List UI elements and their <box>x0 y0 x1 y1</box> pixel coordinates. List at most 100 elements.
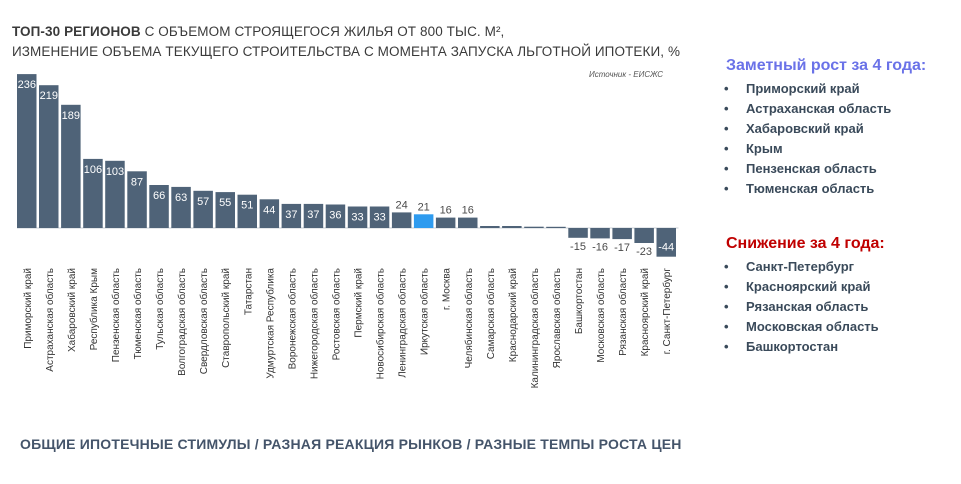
growth-item: • Пензенская область <box>724 159 891 179</box>
bar-value-label: 219 <box>40 90 58 102</box>
category-label: Астраханская область <box>44 268 56 372</box>
growth-item: • Хабаровский край <box>724 119 891 139</box>
decline-item-label: Башкортостан <box>746 339 839 354</box>
bar-value-label: 37 <box>307 209 319 221</box>
title-rest: С ОБЪЕМОМ СТРОЯЩЕГОСЯ ЖИЛЬЯ ОТ 800 ТЫС. … <box>140 24 505 39</box>
decline-item-label: Санкт-Петербург <box>746 259 855 274</box>
bullet-icon: • <box>724 319 729 334</box>
chart-title: ТОП-30 РЕГИОНОВ С ОБЪЕМОМ СТРОЯЩЕГОСЯ ЖИ… <box>12 22 702 62</box>
growth-item-label: Хабаровский край <box>746 121 864 136</box>
growth-item-label: Астраханская область <box>746 101 892 116</box>
category-label: Пензенская область <box>110 268 122 362</box>
growth-item-label: Приморский край <box>746 81 860 96</box>
category-label: Приморский край <box>23 268 34 349</box>
category-label: Ставропольский край <box>221 268 232 368</box>
bar-6 <box>127 171 147 228</box>
category-label: Новосибирская область <box>375 268 387 379</box>
bar-value-label: 37 <box>285 209 297 221</box>
bar-13 <box>281 203 302 228</box>
bar-15 <box>325 204 346 228</box>
category-label: Ярославская область <box>551 268 563 368</box>
bar-value-label: -15 <box>570 241 586 253</box>
bar-value-label: 16 <box>440 205 452 217</box>
bar-10 <box>215 192 235 228</box>
category-label: Татарстан <box>243 268 254 315</box>
growth-item-label: Тюменская область <box>746 181 875 196</box>
bar-24 <box>524 226 544 228</box>
bullet-icon: • <box>724 339 729 354</box>
bar-value-label: 21 <box>418 201 430 213</box>
growth-item: • Тюменская область <box>724 179 891 199</box>
title-line-1: ТОП-30 РЕГИОНОВ С ОБЪЕМОМ СТРОЯЩЕГОСЯ ЖИ… <box>12 22 702 42</box>
bar-value-label: 189 <box>62 110 80 122</box>
category-label: Нижегородская область <box>308 268 320 379</box>
bar-18 <box>391 212 412 228</box>
bar-28 <box>612 228 632 240</box>
bar-22 <box>480 226 500 228</box>
decline-item: • Санкт-Петербург <box>724 257 879 277</box>
growth-list: • Приморский край • Астраханская область • Ха… <box>724 79 891 199</box>
bar-16 <box>347 206 368 228</box>
bar-value-label: 103 <box>106 166 124 178</box>
growth-item: • Астраханская область <box>724 99 891 119</box>
category-label: Воронежская область <box>286 268 298 369</box>
growth-item-label: Крым <box>746 141 783 156</box>
bar-value-label: 16 <box>462 205 474 217</box>
bullet-icon: • <box>724 81 729 96</box>
category-label: Калининградская область <box>529 268 541 388</box>
bar-value-label: 33 <box>351 212 363 224</box>
bullet-icon: • <box>724 279 729 294</box>
bar-12 <box>259 199 280 228</box>
decline-item-label: Красноярский край <box>746 279 871 294</box>
category-label: Ленинградская область <box>397 268 409 378</box>
bar-30 <box>656 228 676 257</box>
bar-chart: 236 Приморский край 219 Астраханская област… <box>17 74 679 388</box>
category-label: Рязанская область <box>617 268 629 356</box>
category-label: Самарская область <box>485 268 497 359</box>
bar-value-label: 36 <box>329 210 341 222</box>
bar-27 <box>590 228 610 239</box>
title-bold: ТОП-30 РЕГИОНОВ <box>12 24 141 39</box>
growth-item: • Крым <box>724 139 891 159</box>
bar-8 <box>171 186 191 228</box>
bullet-icon: • <box>724 101 729 116</box>
bar-value-label: 24 <box>395 199 407 211</box>
bar-21 <box>458 217 478 228</box>
title-line-2: ИЗМЕНЕНИЕ ОБЪЕМА ТЕКУЩЕГО СТРОИТЕЛЬСТВА … <box>12 44 681 59</box>
bullet-icon: • <box>724 141 729 156</box>
category-label: Московская область <box>595 268 607 363</box>
decline-item-label: Рязанская область <box>746 299 869 314</box>
bar-26 <box>568 228 588 238</box>
category-label: Волгоградская область <box>176 268 188 376</box>
decline-list: • Санкт-Петербург • Красноярский край • Рязан… <box>724 257 879 357</box>
bar-17 <box>369 206 390 228</box>
bar-value-label: 63 <box>175 192 187 204</box>
bar-value-label: 55 <box>219 197 231 209</box>
bar-11 <box>237 194 257 228</box>
bar-value-label: 57 <box>197 196 209 208</box>
category-label: Челябинская область <box>463 268 475 368</box>
category-label: г. Москва <box>442 268 453 311</box>
bar-19 <box>413 214 434 228</box>
source-note: Источник - ЕИСЖС <box>589 70 664 79</box>
bar-2 <box>39 85 59 228</box>
bar-value-label: -16 <box>592 241 608 253</box>
decline-item: • Рязанская область <box>724 297 879 317</box>
category-label: Краснодарский край <box>508 268 519 362</box>
bar-value-label: -17 <box>614 242 630 254</box>
growth-title: Заметный рост за 4 года: <box>726 57 927 74</box>
category-label: Тульская область <box>154 268 166 350</box>
category-label: Пермский край <box>354 268 365 338</box>
category-label: Хабаровский край <box>66 268 78 352</box>
category-label: г. Санкт-Петербург <box>661 268 673 355</box>
category-label: Ростовская область <box>330 268 342 360</box>
bar-4 <box>83 158 103 228</box>
bar-value-label: -44 <box>658 242 674 254</box>
bar-value-label: 44 <box>263 204 275 216</box>
decline-item: • Московская область <box>724 317 879 337</box>
category-label: Тюменская область <box>132 268 144 359</box>
category-label: Иркутская область <box>419 268 431 355</box>
growth-item: • Приморский край <box>724 79 891 99</box>
bar-3 <box>61 104 81 228</box>
bullet-icon: • <box>724 161 729 176</box>
